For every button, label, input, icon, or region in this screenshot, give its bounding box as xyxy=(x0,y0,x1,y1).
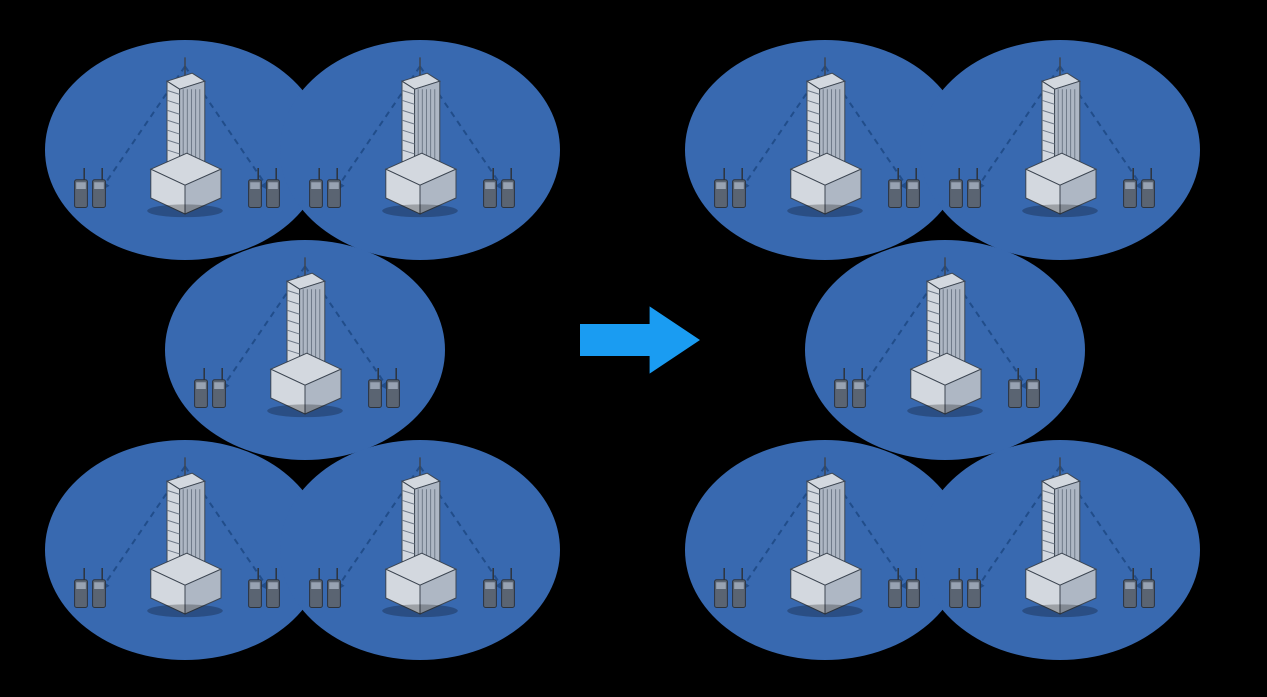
building-icon xyxy=(780,457,870,617)
building-icon xyxy=(900,257,990,417)
building-icon xyxy=(780,57,870,217)
radio-pair-right xyxy=(367,368,401,410)
radio-pair-right xyxy=(482,568,516,610)
radio-pair-right xyxy=(1122,168,1156,210)
building-icon xyxy=(260,257,350,417)
diagram-canvas xyxy=(0,0,1267,697)
building-icon xyxy=(375,457,465,617)
radio-pair-left xyxy=(948,168,982,210)
radio-pair-left xyxy=(73,568,107,610)
coverage-cell xyxy=(920,40,1200,260)
coverage-cell xyxy=(920,440,1200,660)
building-icon xyxy=(375,57,465,217)
coverage-cell xyxy=(805,240,1085,460)
coverage-cell xyxy=(280,40,560,260)
radio-pair-right xyxy=(247,568,281,610)
cluster-right xyxy=(700,20,1220,680)
radio-pair-right xyxy=(247,168,281,210)
radio-pair-right xyxy=(482,168,516,210)
transition-arrow-icon xyxy=(580,300,700,380)
radio-pair-left xyxy=(713,168,747,210)
radio-pair-right xyxy=(887,568,921,610)
coverage-cell xyxy=(280,440,560,660)
radio-pair-left xyxy=(308,568,342,610)
radio-pair-right xyxy=(887,168,921,210)
radio-pair-left xyxy=(833,368,867,410)
building-icon xyxy=(1015,57,1105,217)
radio-pair-left xyxy=(193,368,227,410)
radio-pair-left xyxy=(308,168,342,210)
building-icon xyxy=(140,457,230,617)
radio-pair-right xyxy=(1007,368,1041,410)
radio-pair-left xyxy=(73,168,107,210)
cluster-left xyxy=(60,20,580,680)
radio-pair-left xyxy=(948,568,982,610)
building-icon xyxy=(1015,457,1105,617)
radio-pair-right xyxy=(1122,568,1156,610)
radio-pair-left xyxy=(713,568,747,610)
building-icon xyxy=(140,57,230,217)
coverage-cell xyxy=(165,240,445,460)
